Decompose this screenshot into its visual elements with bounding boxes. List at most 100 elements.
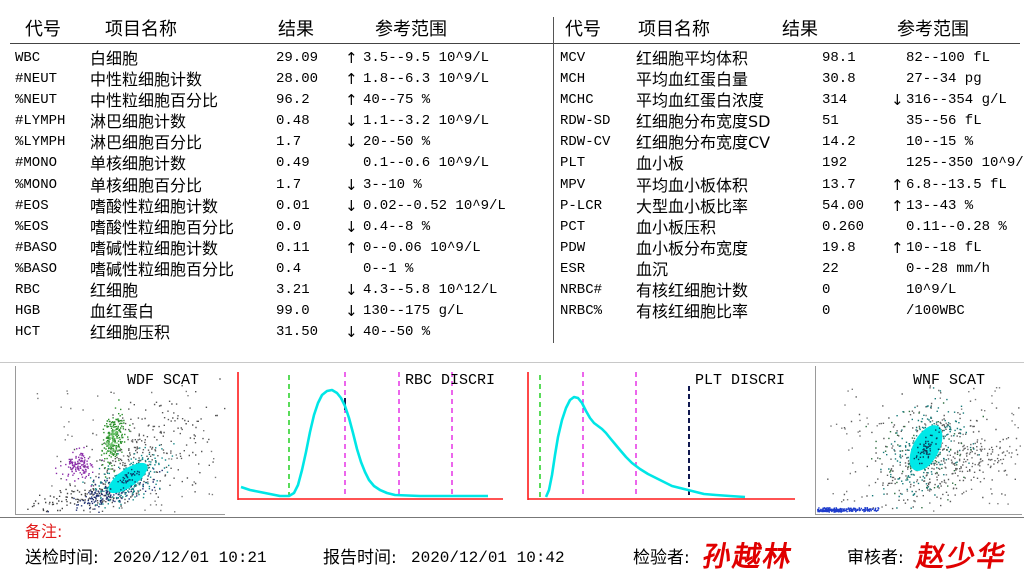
- report-time-label: 报告时间:: [323, 548, 397, 568]
- row-name: 中性粒细胞计数: [90, 70, 203, 90]
- row-code: RDW-CV: [560, 134, 611, 151]
- row-code: %NEUT: [15, 92, 58, 109]
- row-name: 嗜酸性粒细胞百分比: [90, 217, 235, 237]
- row-code: PDW: [560, 239, 586, 256]
- row-code: #MONO: [15, 155, 58, 172]
- row-result: 14.2: [822, 134, 856, 151]
- row-name: 中性粒细胞百分比: [90, 91, 219, 111]
- row-result: 1.7: [276, 176, 302, 193]
- row-code: #LYMPH: [15, 113, 66, 130]
- cyan-cluster: [909, 425, 943, 471]
- row-name: 血沉: [636, 259, 669, 279]
- row-code: MCHC: [560, 92, 594, 109]
- row-range: /100WBC: [906, 303, 965, 319]
- row-code: PLT: [560, 155, 586, 172]
- row-code: ESR: [560, 260, 586, 277]
- row-flag: ↓: [345, 323, 358, 341]
- reviewer-label: 审核者:: [847, 548, 904, 568]
- table-row: WBC 白细胞 29.09 ↑ 3.5--9.5 10^9/L: [0, 48, 1024, 69]
- reviewer-signature: 赵少华: [914, 540, 1011, 573]
- row-range: 13--43 %: [906, 197, 974, 214]
- row-result: 19.8: [822, 239, 856, 256]
- row-flag: ↑: [891, 196, 904, 215]
- row-result: 1.7: [276, 134, 302, 151]
- row-name: 红细胞平均体积: [636, 49, 749, 68]
- row-code: %BASO: [15, 260, 58, 277]
- footer-divider: [0, 517, 1024, 518]
- row-flag: ↓: [345, 280, 358, 299]
- row-flag: ↓: [345, 175, 358, 194]
- row-result: 29.09: [276, 50, 319, 66]
- row-name: 淋巴细胞计数: [90, 112, 187, 132]
- row-range: 0--28 mm/h: [906, 260, 991, 277]
- debris-dots: [36, 390, 217, 513]
- table-row: %MONO 单核细胞百分比 1.7 ↓ 3--10 %: [0, 175, 1024, 196]
- charts-top-divider: [0, 362, 1024, 363]
- row-result: 192: [822, 155, 848, 172]
- row-flag: ↑: [345, 91, 358, 110]
- row-name: 嗜碱性粒细胞计数: [90, 238, 219, 258]
- row-code: %MONO: [15, 176, 58, 193]
- row-result: 0.0: [276, 218, 302, 235]
- scatter-dots: [27, 471, 167, 513]
- table-row: %BASO 嗜碱性粒细胞百分比 0.4 0--1 %: [0, 259, 1024, 280]
- row-result: 51: [822, 113, 839, 130]
- plt-histogram: [527, 372, 795, 500]
- row-code: NRBC#: [560, 281, 603, 298]
- row-range: 1.1--3.2 10^9/L: [363, 113, 490, 130]
- row-result: 96.2: [276, 92, 310, 109]
- row-range: 10--18 fL: [906, 239, 982, 256]
- row-range: 0--0.06 10^9/L: [363, 239, 481, 256]
- wdf-title: WDF SCAT: [127, 372, 200, 389]
- row-flag: ↓: [891, 91, 904, 110]
- table-row: MCHC 平均血红蛋白浓度 314 ↓ 316--354 g/L: [0, 90, 1024, 111]
- table-divider: [553, 17, 554, 343]
- table-row: PLT 血小板 192 125--350 10^9/: [0, 153, 1024, 174]
- row-name: 大型血小板比率: [636, 196, 749, 216]
- row-name: 淋巴细胞百分比: [90, 133, 203, 153]
- table-row: ESR 血沉 22 0--28 mm/h: [0, 259, 1024, 280]
- left-header-result: 结果: [278, 19, 314, 40]
- row-name: 白细胞: [90, 49, 139, 68]
- row-range: 3.5--9.5 10^9/L: [363, 50, 490, 66]
- row-result: 99.0: [276, 303, 310, 319]
- row-code: PCT: [560, 218, 586, 235]
- report-time-value: 2020/12/01 10:42: [411, 549, 565, 567]
- row-code: HGB: [15, 303, 41, 319]
- row-name: 单核细胞百分比: [90, 175, 203, 195]
- row-code: P-LCR: [560, 197, 603, 214]
- row-result: 13.7: [822, 176, 856, 193]
- row-range: 316--354 g/L: [906, 92, 1007, 109]
- row-code: MPV: [560, 176, 586, 193]
- row-name: 血小板压积: [636, 217, 717, 237]
- row-flag: ↑: [345, 238, 358, 257]
- row-name: 血小板分布宽度: [636, 238, 749, 258]
- green-cluster-dots: [106, 418, 120, 455]
- row-name: 平均血红蛋白量: [636, 70, 749, 90]
- row-flag: ↑: [891, 238, 904, 257]
- row-result: 3.21: [276, 281, 310, 298]
- row-result: 0.4: [276, 260, 302, 277]
- row-result: 314: [822, 92, 848, 109]
- table-row: RBC 红细胞 3.21 ↓ 4.3--5.8 10^12/L: [0, 280, 1024, 301]
- distribution-curve: [544, 395, 746, 499]
- wnf-title: WNF SCAT: [913, 372, 986, 389]
- header-underline: [10, 43, 1020, 44]
- row-flag: ↓: [345, 217, 358, 236]
- wdf-scatter-plot: [15, 366, 226, 515]
- row-result: 28.00: [276, 71, 319, 88]
- row-flag: ↑: [345, 49, 358, 67]
- row-range: 0.4--8 %: [363, 218, 431, 235]
- left-header-code: 代号: [25, 19, 61, 40]
- left-header-reference-range: 参考范围: [375, 19, 447, 40]
- row-name: 嗜酸性粒细胞计数: [90, 196, 219, 216]
- row-name: 平均血红蛋白浓度: [636, 91, 765, 111]
- blue-baseline-dots: [818, 507, 880, 513]
- row-range: 10^9/L: [906, 281, 957, 298]
- row-name: 血红蛋白: [90, 302, 155, 321]
- row-range: 4.3--5.8 10^12/L: [363, 281, 498, 298]
- table-row: P-LCR 大型血小板比率 54.00 ↑ 13--43 %: [0, 196, 1024, 217]
- submit-time-label: 送检时间:: [25, 548, 99, 568]
- row-range: 10--15 %: [906, 134, 974, 151]
- row-range: 27--34 pg: [906, 71, 982, 88]
